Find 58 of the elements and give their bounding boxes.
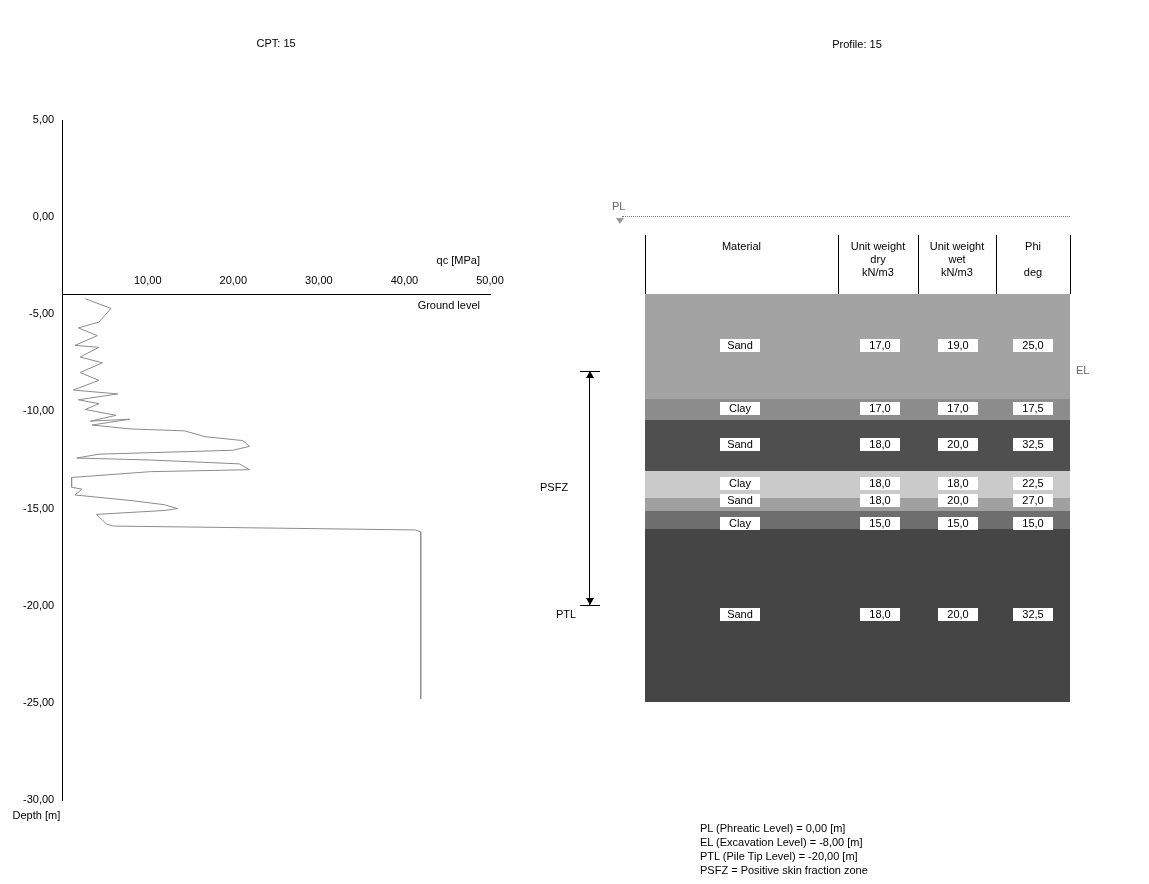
text: 18,0: [860, 438, 900, 452]
x-tick-label: 30,00: [305, 274, 333, 287]
text: Clay: [720, 477, 760, 491]
y-tick-label: -5,00: [29, 307, 55, 320]
text: PL: [612, 200, 626, 213]
text: 17,0: [860, 402, 900, 416]
text: 17,5: [1013, 402, 1053, 416]
text: Sand: [720, 339, 760, 353]
text: EL: [1076, 364, 1090, 378]
text: PTL: [556, 607, 577, 621]
text: PL (Phreatic Level) = 0,00 [m]: [700, 822, 846, 835]
text: Material: [720, 240, 763, 253]
text: 32,5: [1013, 608, 1053, 622]
x-tick-label: 40,00: [390, 274, 419, 287]
text: Sand: [720, 493, 760, 507]
text: PSFZ: [540, 481, 569, 495]
text: PTL (Pile Tip Level) = -20,00 [m]: [700, 850, 858, 863]
text: EL (Excavation Level) = -8,00 [m]: [700, 836, 863, 849]
text: 15,0: [860, 517, 900, 531]
text: 17,0: [860, 339, 900, 353]
text: Clay: [720, 517, 760, 531]
text: 17,0: [938, 402, 978, 416]
text: Profile: 15: [831, 38, 883, 51]
text: PSFZ = Positive skin fraction zone: [700, 864, 868, 877]
y-tick-label: -15,00: [22, 501, 55, 514]
x-axis-title: qc [MPa]: [436, 254, 480, 267]
x-tick-label: 20,00: [219, 274, 248, 287]
text: 20,0: [938, 438, 978, 452]
text: 27,0: [1013, 493, 1053, 507]
text: 18,0: [938, 477, 978, 491]
chart-title: CPT: 15: [256, 36, 296, 49]
y-tick-label: -30,00: [22, 793, 55, 806]
text: 20,0: [938, 608, 978, 622]
text: Sand: [720, 438, 760, 452]
text: 22,5: [1013, 477, 1053, 491]
text: 25,0: [1013, 339, 1053, 353]
y-tick-label: 5,00: [32, 113, 55, 126]
text: 18,0: [860, 477, 900, 491]
y-tick-label: -20,00: [22, 598, 55, 611]
text: 19,0: [938, 339, 978, 353]
text: 20,0: [938, 493, 978, 507]
y-axis-title: Depth [m]: [12, 808, 61, 821]
y-tick-label: -10,00: [22, 404, 55, 417]
text: 32,5: [1013, 438, 1053, 452]
text: 15,0: [1013, 517, 1053, 531]
text: Clay: [720, 402, 760, 416]
text: Phi deg: [1023, 240, 1043, 278]
y-tick-label: -25,00: [22, 695, 55, 708]
y-tick-label: 0,00: [32, 210, 55, 223]
text: 18,0: [860, 493, 900, 507]
text: 15,0: [938, 517, 978, 531]
x-tick-label: 50,00: [476, 274, 504, 287]
x-tick-label: 10,00: [133, 274, 162, 287]
text: Unit weight dry kN/m3: [849, 240, 907, 279]
text: 18,0: [860, 608, 900, 622]
text: Sand: [720, 608, 760, 622]
text: Unit weight wet kN/m3: [928, 240, 986, 279]
annotation: Ground level: [417, 299, 480, 312]
